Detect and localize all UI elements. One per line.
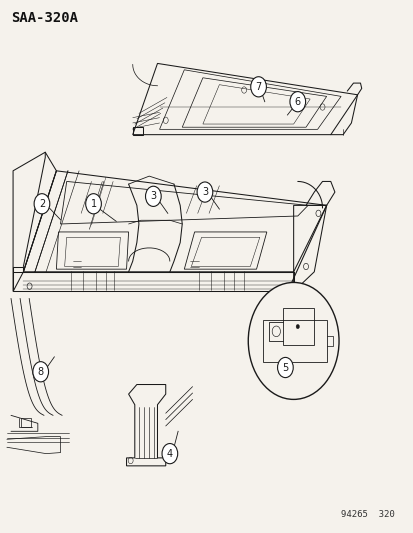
- Circle shape: [34, 193, 50, 214]
- Circle shape: [85, 193, 101, 214]
- Text: 2: 2: [39, 199, 45, 209]
- Circle shape: [197, 182, 212, 202]
- Text: 7: 7: [255, 82, 261, 92]
- Circle shape: [250, 77, 266, 97]
- Circle shape: [33, 362, 48, 382]
- Circle shape: [145, 186, 161, 206]
- Circle shape: [289, 92, 305, 112]
- Text: 1: 1: [90, 199, 96, 209]
- Text: 8: 8: [38, 367, 44, 377]
- Text: 6: 6: [294, 96, 300, 107]
- Text: 3: 3: [150, 191, 156, 201]
- Circle shape: [295, 325, 299, 329]
- Text: 94265  320: 94265 320: [340, 510, 394, 519]
- Text: 3: 3: [202, 187, 207, 197]
- Circle shape: [161, 443, 177, 464]
- Text: 5: 5: [282, 362, 288, 373]
- Text: SAA-320A: SAA-320A: [11, 11, 78, 26]
- Circle shape: [277, 358, 292, 377]
- Text: 4: 4: [166, 449, 173, 458]
- Circle shape: [248, 282, 338, 399]
